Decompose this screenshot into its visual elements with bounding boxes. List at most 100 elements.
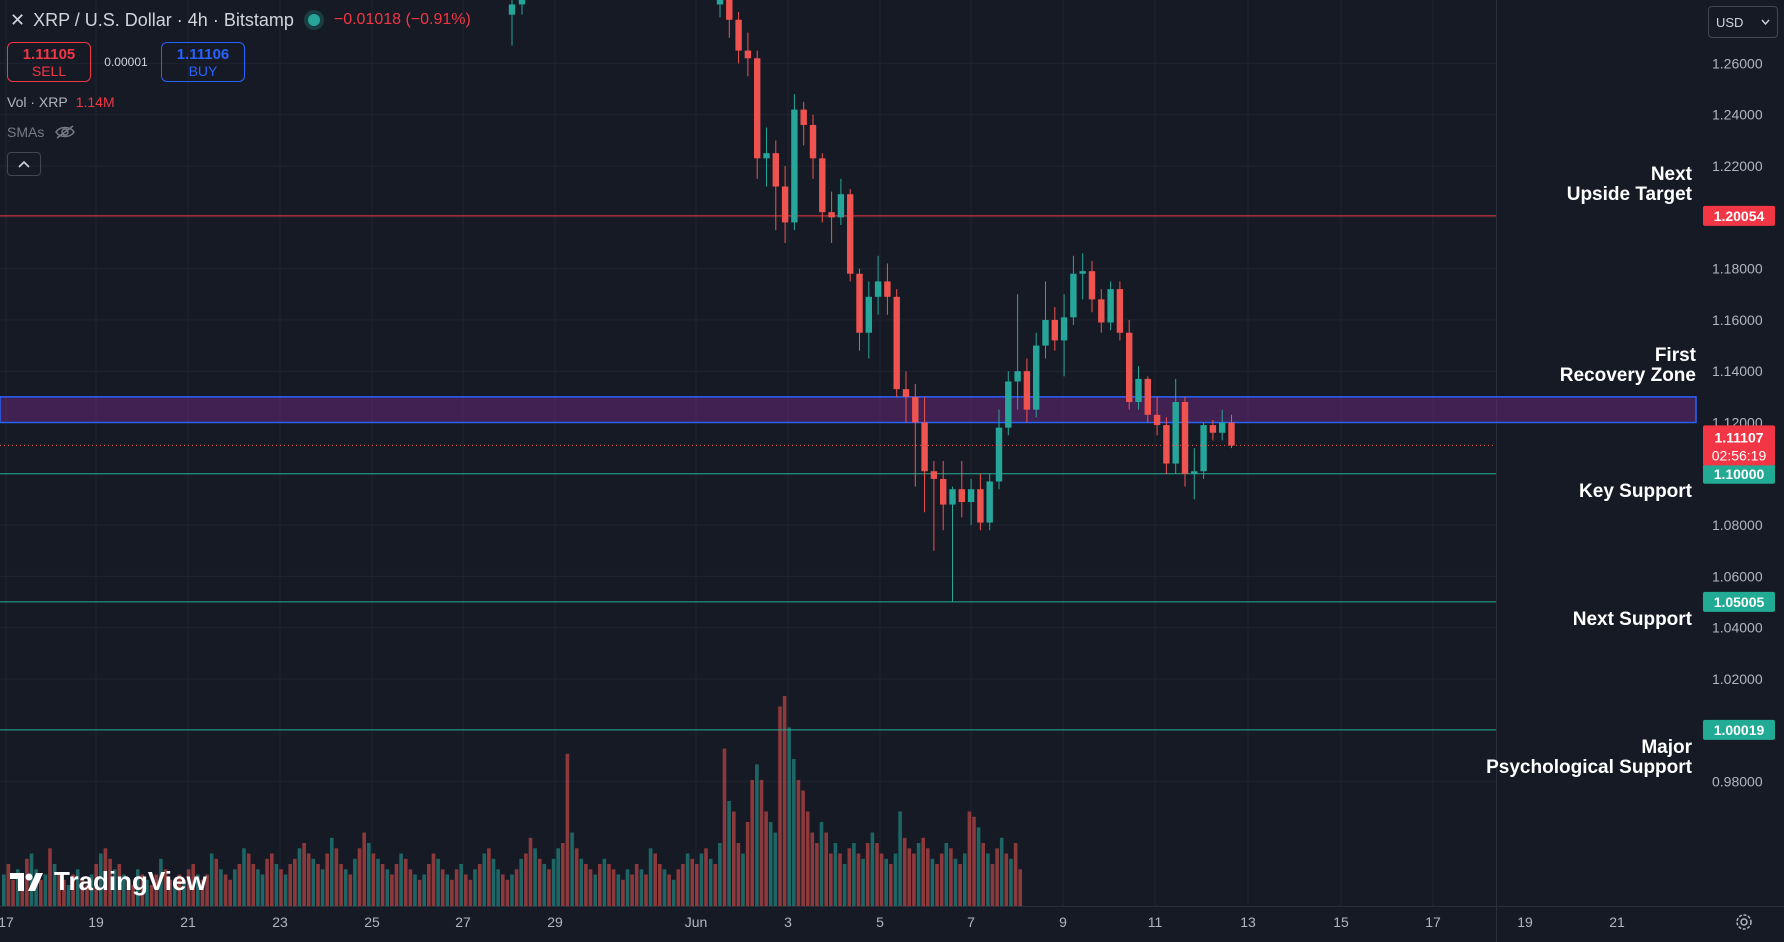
tradingview-logo[interactable]: TradingView bbox=[10, 866, 207, 897]
sell-button[interactable]: 1.11105 SELL bbox=[7, 42, 91, 82]
volume-bar bbox=[450, 879, 454, 907]
volume-bar bbox=[459, 864, 463, 906]
zone-label: Recovery Zone bbox=[1560, 365, 1696, 386]
volume-bar bbox=[755, 764, 759, 907]
volume-bar bbox=[186, 869, 191, 907]
volume-bar bbox=[473, 869, 477, 907]
volume-bar bbox=[667, 874, 671, 906]
candle-body bbox=[1042, 319, 1049, 346]
volume-bar bbox=[519, 858, 523, 907]
volume-bar bbox=[722, 748, 727, 906]
volume-bar bbox=[533, 848, 537, 907]
volume-bar bbox=[62, 879, 66, 907]
spread-value: 0.00001 bbox=[104, 55, 148, 69]
symbol-title[interactable]: XRP / U.S. Dollar · 4h · Bitstamp bbox=[33, 9, 294, 30]
y-tick-label: 1.22000 bbox=[1712, 158, 1763, 174]
x-tick-label: 13 bbox=[1240, 914, 1256, 930]
x-tick-label: 25 bbox=[364, 914, 380, 930]
volume-bar bbox=[926, 848, 930, 907]
volume-bar bbox=[685, 853, 690, 906]
volume-bar bbox=[246, 853, 251, 906]
candle-body bbox=[1005, 381, 1012, 428]
volume-bar bbox=[320, 869, 325, 907]
volume-bar bbox=[865, 843, 870, 906]
volume-bar bbox=[579, 858, 584, 907]
volume-bar bbox=[196, 874, 200, 906]
volume-bar bbox=[237, 864, 242, 906]
volume-bar bbox=[348, 874, 353, 906]
volume-bar bbox=[561, 843, 565, 906]
collapse-legend-button[interactable] bbox=[7, 152, 41, 176]
volume-bar bbox=[293, 858, 297, 907]
volume-bar bbox=[976, 827, 981, 907]
volume-bar bbox=[944, 843, 949, 906]
volume-bar bbox=[671, 879, 676, 907]
candle-body bbox=[1116, 289, 1124, 333]
volume-bar bbox=[122, 874, 126, 906]
sma-indicator-legend[interactable]: SMAs bbox=[7, 124, 76, 140]
volume-bar bbox=[48, 848, 52, 907]
volume-bar bbox=[15, 869, 20, 907]
candle-body bbox=[1144, 378, 1151, 415]
volume-bar bbox=[842, 864, 847, 906]
level-label: Psychological Support bbox=[1486, 757, 1693, 778]
eye-hidden-icon[interactable] bbox=[54, 124, 76, 140]
volume-bar bbox=[1013, 843, 1018, 906]
volume-bar bbox=[787, 727, 791, 906]
x-tick-label: 7 bbox=[967, 914, 975, 930]
level-price-tag bbox=[1703, 205, 1775, 226]
candle-body bbox=[1060, 317, 1068, 341]
volume-bar bbox=[713, 864, 718, 906]
volume-bar bbox=[990, 864, 995, 906]
buy-button[interactable]: 1.11106 BUY bbox=[161, 42, 245, 82]
candle-body bbox=[1172, 401, 1179, 464]
volume-bar bbox=[219, 869, 223, 907]
buy-label: BUY bbox=[188, 63, 218, 79]
x-tick-label: 29 bbox=[547, 914, 563, 930]
volume-bar bbox=[1018, 869, 1022, 907]
volume-bar bbox=[131, 885, 135, 906]
volume-bar bbox=[149, 885, 154, 906]
candle-body bbox=[781, 186, 789, 223]
volume-bar bbox=[427, 864, 431, 906]
currency-value: USD bbox=[1716, 14, 1744, 30]
candle-body bbox=[847, 194, 854, 274]
volume-bar bbox=[644, 874, 648, 906]
volume-legend[interactable]: Vol · XRP 1.14M bbox=[7, 94, 115, 110]
zone-label: First bbox=[1655, 345, 1697, 366]
candle-body bbox=[967, 489, 975, 503]
level-price-tag-text: 1.10000 bbox=[1714, 466, 1765, 482]
volume-bar bbox=[371, 853, 376, 906]
candle-body bbox=[735, 19, 742, 51]
y-tick-label: 1.06000 bbox=[1712, 568, 1763, 584]
currency-select[interactable]: USD bbox=[1708, 6, 1778, 38]
volume-bar bbox=[616, 874, 621, 906]
volume-bar bbox=[80, 879, 85, 907]
y-tick-label: 1.26000 bbox=[1712, 55, 1763, 71]
candle-body bbox=[791, 109, 798, 223]
volume-bar bbox=[2, 874, 6, 906]
volume-bar bbox=[265, 858, 269, 907]
close-icon[interactable]: ✕ bbox=[10, 9, 26, 30]
volume-bar bbox=[283, 874, 288, 906]
level-label: Key Support bbox=[1579, 481, 1693, 502]
volume-bar bbox=[935, 864, 939, 906]
volume-bar bbox=[399, 853, 403, 906]
volume-bar bbox=[94, 864, 98, 906]
volume-bar bbox=[829, 853, 833, 906]
volume-bar bbox=[588, 869, 593, 907]
settings-gear-icon[interactable] bbox=[1734, 912, 1754, 932]
candle-body bbox=[800, 109, 807, 125]
volume-bar bbox=[422, 874, 426, 906]
volume-bar bbox=[889, 864, 893, 906]
volume-bar bbox=[542, 864, 547, 906]
candle-body bbox=[1181, 401, 1189, 474]
volume-bar bbox=[182, 879, 186, 907]
volume-bar bbox=[357, 848, 362, 907]
volume-bar bbox=[870, 832, 875, 906]
logo-text: TradingView bbox=[54, 866, 207, 896]
volume-bar bbox=[1009, 858, 1013, 907]
candle-body bbox=[837, 194, 845, 218]
volume-bar bbox=[815, 843, 819, 906]
